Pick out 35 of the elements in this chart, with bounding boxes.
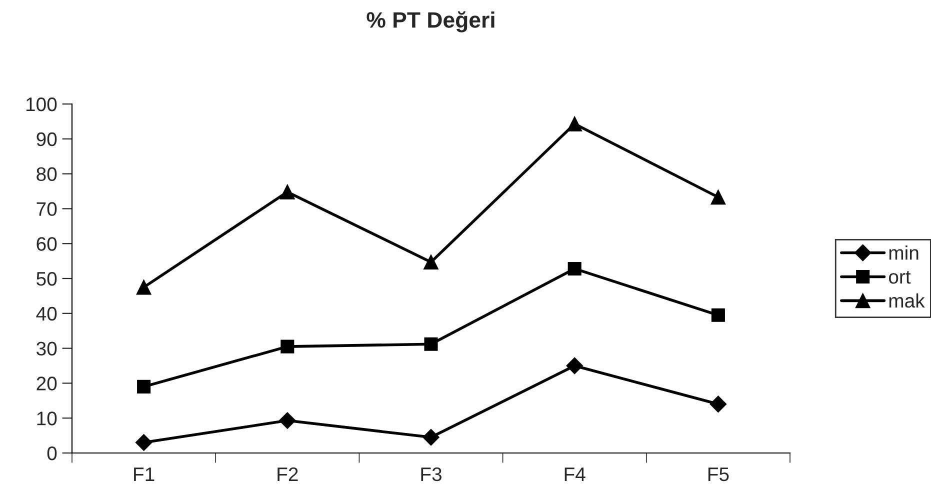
point <box>280 184 295 200</box>
x-tick-label: F2 <box>278 467 298 481</box>
legend-label: ort <box>888 270 911 284</box>
y-tick-label: 30 <box>36 342 57 356</box>
legend-label: min <box>889 245 918 260</box>
point <box>710 190 726 205</box>
y-tick-label: 100 <box>26 97 57 112</box>
point <box>136 280 152 295</box>
point <box>710 396 727 413</box>
legend-label: mak <box>889 293 925 308</box>
x-tick-label: F3 <box>421 467 442 482</box>
y-tick-label: 80 <box>36 167 57 182</box>
y-tick-label: 10 <box>37 412 57 426</box>
point <box>566 357 583 374</box>
y-tick-label: 90 <box>36 132 57 146</box>
point <box>137 380 151 394</box>
chart-title: % PT Değeri <box>366 11 494 32</box>
y-tick-label: 0 <box>47 446 57 460</box>
point <box>135 434 152 451</box>
y-tick-label: 60 <box>36 237 57 251</box>
x-tick-label: F1 <box>134 468 154 481</box>
y-tick-label: 50 <box>36 272 57 286</box>
point <box>422 428 440 446</box>
x-tick-label: F5 <box>708 468 729 482</box>
y-tick-label: 70 <box>36 202 57 216</box>
x-tick-label: F4 <box>564 468 586 481</box>
y-tick-label: 20 <box>36 376 57 390</box>
point <box>280 340 294 354</box>
point <box>424 337 438 351</box>
point <box>711 308 725 322</box>
point <box>279 412 296 429</box>
point <box>568 262 582 276</box>
point <box>424 254 438 270</box>
point <box>567 116 582 132</box>
y-tick-label: 40 <box>36 306 57 321</box>
